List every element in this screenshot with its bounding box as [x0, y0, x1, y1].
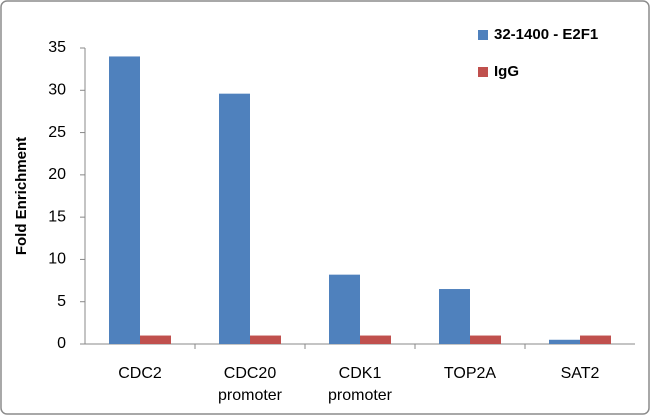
y-tick-label: 30	[48, 82, 66, 99]
bar	[219, 93, 250, 344]
y-tick-label: 10	[48, 251, 66, 268]
legend-label: 32-1400 - E2F1	[494, 26, 598, 43]
y-tick-label: 5	[57, 293, 66, 310]
y-tick-label: 20	[48, 166, 66, 183]
x-tick-label: SAT2	[560, 365, 600, 382]
bar	[250, 335, 281, 344]
bar	[470, 335, 501, 344]
bar	[580, 335, 611, 344]
legend-swatch	[478, 67, 488, 77]
y-tick-label: 25	[48, 124, 66, 141]
y-axis-title: Fold Enrichment	[13, 137, 30, 255]
x-tick-label: CDC2	[118, 365, 162, 382]
bar	[140, 335, 171, 344]
x-tick-label: TOP2A	[443, 365, 497, 382]
bar	[439, 289, 470, 344]
legend-swatch	[478, 30, 488, 40]
x-tick-label: CDC20 promoter	[217, 365, 283, 404]
bar	[329, 274, 360, 344]
bar	[109, 56, 140, 344]
bar	[549, 339, 580, 344]
y-tick-label: 15	[48, 208, 66, 225]
x-tick-label: CDK1 promoter	[327, 365, 393, 404]
y-tick-label: 0	[57, 335, 66, 352]
bar	[360, 335, 391, 344]
legend-label: IgG	[494, 63, 519, 80]
y-tick-label: 35	[48, 39, 66, 56]
